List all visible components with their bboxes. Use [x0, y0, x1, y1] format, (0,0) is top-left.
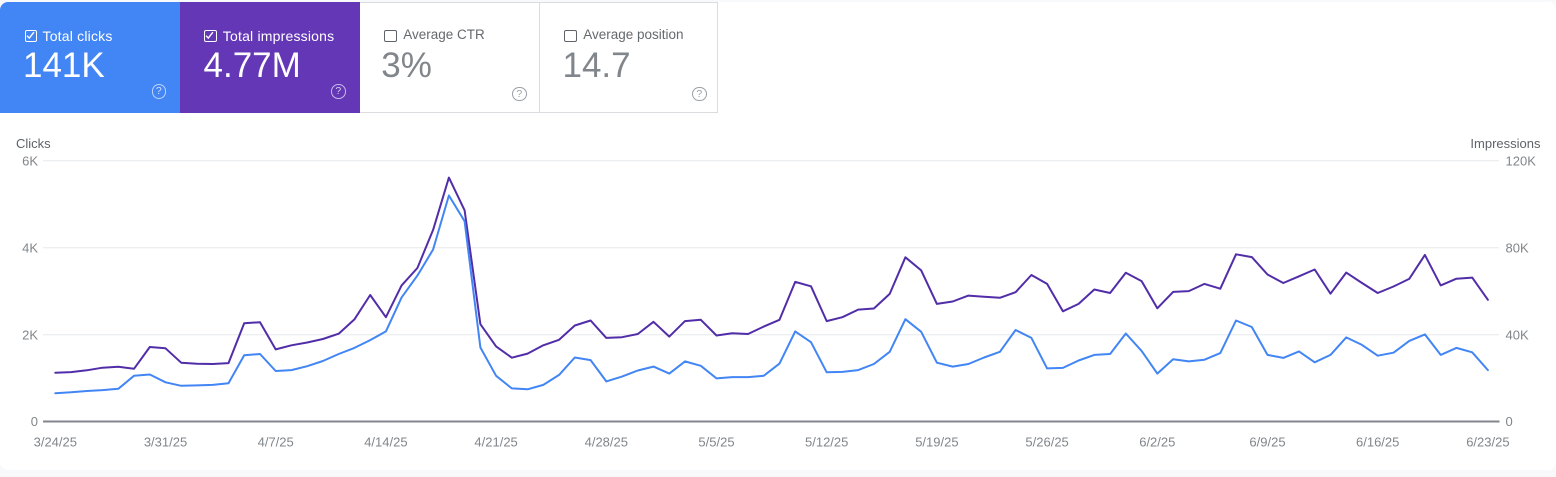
svg-text:40K: 40K [1506, 327, 1529, 342]
svg-text:120K: 120K [1506, 153, 1537, 168]
svg-text:2K: 2K [22, 327, 38, 342]
svg-text:4/21/25: 4/21/25 [474, 435, 517, 450]
svg-text:4K: 4K [22, 240, 38, 255]
svg-text:6/2/25: 6/2/25 [1139, 435, 1175, 450]
svg-text:80K: 80K [1506, 240, 1529, 255]
svg-text:5/12/25: 5/12/25 [805, 435, 848, 450]
svg-text:6/9/25: 6/9/25 [1249, 435, 1285, 450]
svg-text:4/28/25: 4/28/25 [585, 435, 628, 450]
svg-text:6K: 6K [22, 153, 38, 168]
svg-text:5/26/25: 5/26/25 [1025, 435, 1068, 450]
svg-text:5/5/25: 5/5/25 [698, 435, 734, 450]
svg-text:6/16/25: 6/16/25 [1356, 435, 1399, 450]
svg-text:3/24/25: 3/24/25 [34, 435, 77, 450]
svg-text:3/31/25: 3/31/25 [144, 435, 187, 450]
svg-text:5/19/25: 5/19/25 [915, 435, 958, 450]
svg-text:6/23/25: 6/23/25 [1466, 435, 1509, 450]
svg-text:4/7/25: 4/7/25 [258, 435, 294, 450]
svg-text:0: 0 [1506, 414, 1513, 429]
svg-text:4/14/25: 4/14/25 [364, 435, 407, 450]
svg-text:0: 0 [31, 414, 38, 429]
